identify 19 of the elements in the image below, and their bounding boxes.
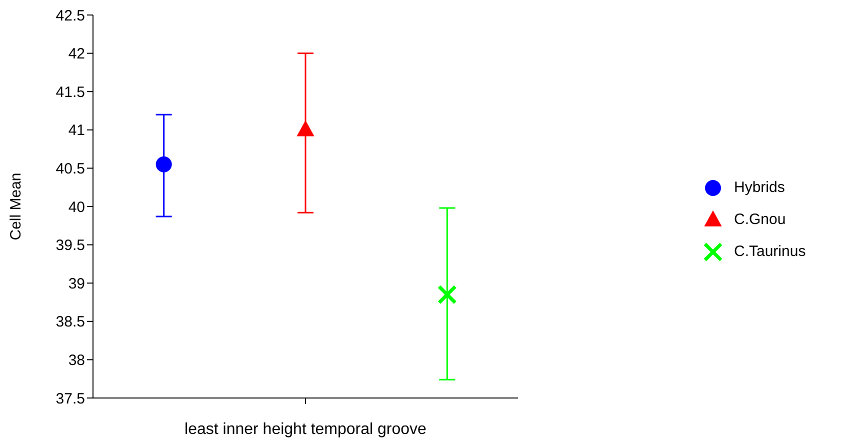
- legend-label: C.Taurinus: [734, 243, 806, 260]
- y-tick-label: 40: [68, 198, 85, 216]
- y-tick-label: 42.5: [56, 7, 85, 24]
- y-tick-label: 38.5: [56, 314, 85, 331]
- y-tick-label: 39.5: [56, 237, 85, 254]
- y-tick-label: 37.5: [56, 390, 85, 408]
- y-tick-label: 42: [68, 46, 85, 63]
- point: [296, 120, 314, 136]
- y-tick-label: 40.5: [56, 160, 85, 178]
- x-axis-title: least inner height temporal groove: [184, 421, 427, 438]
- y-tick-label: 41.5: [56, 84, 85, 101]
- y-tick-label: 39: [68, 275, 85, 292]
- y-tick-label: 41: [68, 122, 85, 140]
- y-tick-label: 38: [68, 352, 85, 370]
- legend-label: Hybrids: [734, 179, 785, 196]
- legend-label: C.Gnou: [734, 211, 786, 228]
- point: [156, 156, 172, 172]
- y-axis-title: Cell Mean: [7, 172, 24, 240]
- point: [437, 284, 457, 304]
